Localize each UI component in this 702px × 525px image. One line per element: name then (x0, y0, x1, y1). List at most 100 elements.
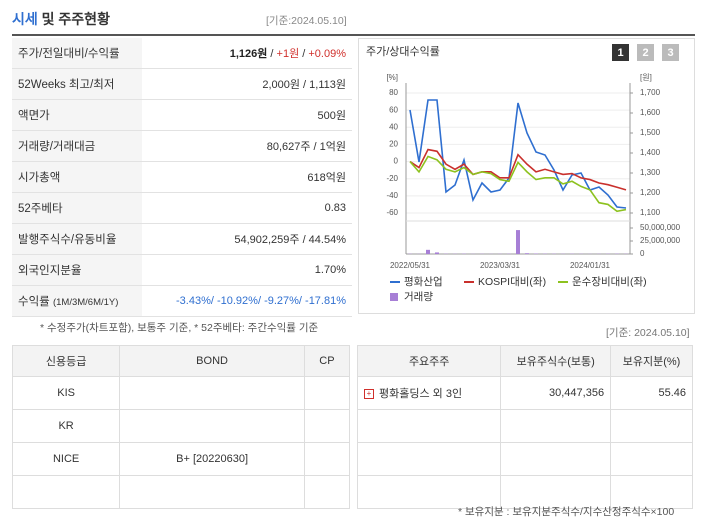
chart-panel (358, 38, 695, 314)
cell: KR (11, 409, 121, 443)
legend-label: 운수장비대비(좌) (572, 276, 647, 288)
cell (119, 376, 305, 410)
tab[interactable] (662, 44, 679, 61)
cell-text: KR (58, 420, 74, 432)
y-axis-label: [%] (386, 73, 398, 82)
y-tick-label: 60 (389, 105, 398, 114)
cell (356, 475, 502, 509)
value: 54,902,259주 / 44.54% (234, 234, 346, 246)
row: 시가총액 618억원 (12, 161, 352, 193)
cell (500, 475, 612, 509)
value: +1원 (276, 48, 300, 60)
sublabel: (1M/3M/6M/1Y) (52, 297, 119, 308)
y-tick-label: 80 (389, 88, 398, 97)
y-tick-label: 40 (389, 122, 398, 131)
row-value: 500원 (142, 99, 352, 131)
value: 618억원 (307, 172, 346, 184)
cell-text: 55.46 (658, 387, 686, 399)
x-tick-label: 2023/03/31 (480, 261, 521, 270)
cell (303, 475, 351, 509)
cell (500, 442, 612, 476)
header: 보유지분(%) (610, 345, 693, 377)
value: 2,000원 / 1,113원 (262, 79, 346, 91)
row: 발행주식수/유동비율 54,902,259주 / 44.54% (12, 223, 352, 255)
row: 액면가 500원 (12, 99, 352, 131)
value: 1,126원 (229, 48, 268, 60)
volume-bar (426, 249, 430, 254)
chart-title: 주가/상대수익률 (366, 45, 440, 58)
row-value: 2,000원 / 1,113원 (142, 68, 352, 100)
cell-text: B+ [20220630] (176, 453, 248, 465)
cell-text: KIS (57, 387, 75, 399)
row: 외국인지분율 1.70% (12, 254, 352, 286)
y-tick-label: -20 (386, 174, 398, 183)
x-tick-label: 2022/05/31 (390, 261, 431, 270)
cell: 30,447,356 (500, 376, 612, 410)
row (356, 475, 693, 509)
y3-tick-label: 0 (640, 249, 645, 258)
row-value: 54,902,259주 / 44.54% (142, 223, 352, 255)
label: 수익률 (18, 296, 50, 308)
tab[interactable] (637, 44, 654, 61)
icon: + (364, 389, 374, 400)
header: CP (303, 345, 351, 377)
y-tick-label: 0 (394, 157, 399, 166)
cell (356, 442, 502, 476)
summary-table: 주가/전일대비/수익률 1,126원 / +1원 / +0.09% 52Weeks … (12, 38, 352, 317)
row-label: 52주베타 (12, 192, 142, 224)
date: [기준:2024.05.10] (266, 15, 347, 27)
tab-label: 3 (667, 47, 673, 59)
y-tick-label: -60 (386, 208, 398, 217)
row-value: 618억원 (142, 161, 352, 193)
row-value: 0.83 (142, 192, 352, 224)
line-series (409, 148, 627, 191)
cell (610, 409, 693, 443)
legend-swatch (390, 293, 398, 301)
credit-table: 신용등급 BOND CP KIS KR NICE B+ [20220630] (11, 345, 351, 509)
cell (11, 475, 121, 509)
volume-bar (525, 253, 529, 254)
value: 80,627주 / 1억원 (266, 141, 346, 153)
row: 거래량/거래대금 80,627주 / 1억원 (12, 130, 352, 162)
cell-text: 평화홀딩스 외 3인 (379, 388, 463, 400)
volume-bar (516, 230, 520, 254)
value: +0.09% (308, 48, 346, 60)
row-label: 52Weeks 최고/최저 (12, 68, 142, 100)
row-value: 80,627주 / 1억원 (142, 130, 352, 162)
header-row: 주요주주 보유주식수(보통) 보유지분(%) (356, 345, 693, 377)
label: 액면가 (18, 110, 50, 122)
divider (12, 34, 695, 36)
cell (356, 409, 502, 443)
cell (303, 442, 351, 476)
legend-label: 거래량 (404, 291, 433, 303)
y2-tick-label: 1,100 (640, 208, 661, 217)
header: BOND (119, 345, 305, 377)
value: 0.83 (324, 202, 346, 214)
y-tick-label: 20 (389, 140, 398, 149)
tab-label: 1 (617, 47, 623, 59)
label: 52Weeks 최고/최저 (18, 79, 115, 91)
label: 발행주식수/유동비율 (18, 234, 117, 246)
cell: + 평화홀딩스 외 3인 (356, 376, 502, 410)
row-value: -3.43%/ -10.92%/ -9.27%/ -17.81% (142, 285, 352, 317)
value: 1.70% (314, 264, 346, 276)
cell-text: NICE (52, 453, 80, 465)
cell: NICE (11, 442, 121, 476)
cell (610, 475, 693, 509)
holders-table: 주요주주 보유주식수(보통) 보유지분(%) + 평화홀딩스 외 3인 30,447,35… (356, 345, 693, 509)
label: 시가총액 (18, 172, 61, 184)
cell: B+ [20220630] (119, 442, 305, 476)
y2-axis-label: [원] (640, 73, 652, 82)
row: NICE B+ [20220630] (11, 442, 351, 476)
tab-label: 2 (642, 47, 648, 59)
row-label: 주가/전일대비/수익률 (12, 38, 142, 69)
value: / (267, 48, 277, 60)
y2-tick-label: 1,600 (640, 108, 661, 117)
title-rest: 및 주주현황 (41, 11, 110, 27)
row-label: 수익률 (1M/3M/6M/1Y) (12, 285, 142, 317)
row-value: 1.70% (142, 254, 352, 286)
tab[interactable] (612, 44, 629, 61)
cell-text: 30,447,356 (549, 387, 605, 399)
cell (303, 376, 351, 410)
